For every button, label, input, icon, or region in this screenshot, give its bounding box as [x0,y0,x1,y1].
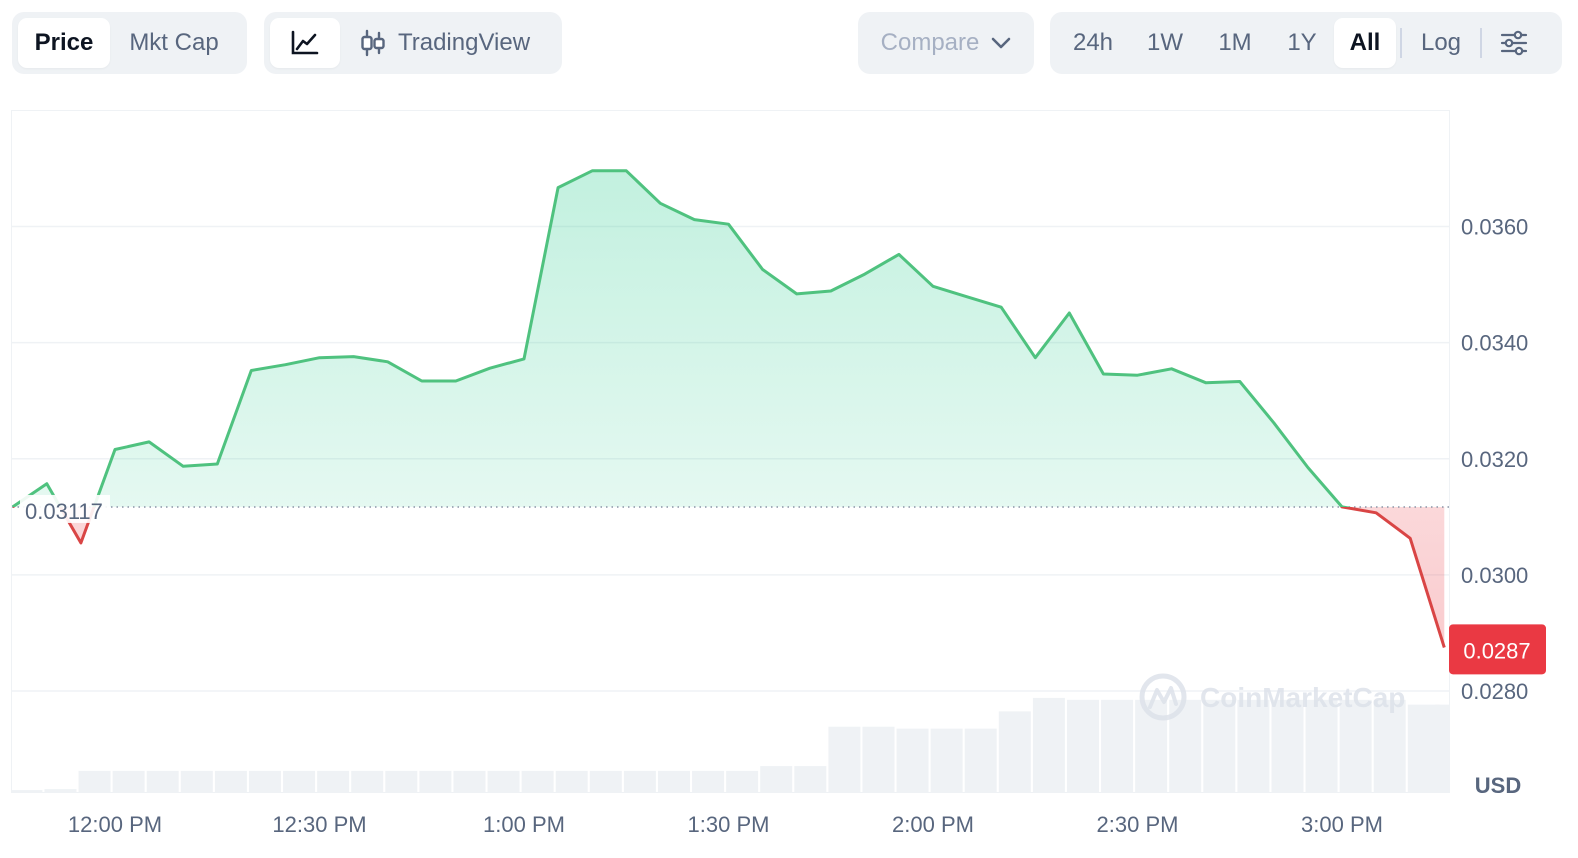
volume-bar [896,728,929,792]
volume-bar [146,770,179,792]
price-line-up [11,169,1352,507]
divider [1400,28,1402,58]
range-1w[interactable]: 1W [1147,29,1183,56]
log-toggle[interactable]: Log [1420,29,1462,56]
tradingview-button[interactable]: TradingView [340,18,550,68]
range-1y[interactable]: 1Y [1287,29,1317,56]
volume-bar [12,790,43,792]
volume-bar [248,770,281,792]
y-tick-label: 0.0340 [1461,331,1528,356]
volume-bar [1407,704,1440,792]
volume-bar [1271,699,1304,792]
chart-frame [11,110,1450,793]
volume-bar [964,728,997,792]
volume-bar [692,770,725,792]
x-tick-label: 3:00 PM [1301,812,1383,837]
volume-bar [1435,704,1449,792]
volume-bar [283,770,316,792]
chart-settings-button[interactable] [1486,18,1542,68]
volume-bar [1066,699,1099,792]
volume-bar [1032,697,1065,792]
current-price-text: 0.0287 [1463,638,1530,663]
tab-price[interactable]: Price [18,18,110,68]
volume-bar [589,770,622,792]
volume-bar [44,789,77,792]
range-24h[interactable]: 24h [1072,29,1114,56]
y-tick-label: 0.0300 [1461,563,1528,588]
y-tick-label: 0.0360 [1461,215,1528,240]
volume-bar [385,770,418,792]
view-tabs: TradingView [264,12,562,74]
coinmarketcap-logo-icon [1139,673,1187,721]
volume-bar [112,770,145,792]
x-tick-label: 2:00 PM [892,812,974,837]
sliders-icon [1500,30,1528,56]
volume-bar [453,770,486,792]
x-axis: 12:00 PM 12:30 PM 1:00 PM 1:30 PM 2:00 PM 2:3… [68,812,1383,837]
volume-bar [1237,699,1270,792]
y-axis: 0.0280 0.0300 0.0320 0.0340 0.0360 [1461,215,1528,704]
watermark-text: CoinMarketCap [1200,682,1405,713]
line-chart-icon [290,30,320,56]
x-tick-label: 12:00 PM [68,812,162,837]
reference-price-label: 0.03117 [20,494,110,524]
x-tick-label: 12:30 PM [272,812,366,837]
volume-bars [12,697,1449,792]
volume-bar [998,711,1031,792]
volume-bar [930,728,963,792]
tab-market-cap[interactable]: Mkt Cap [129,29,219,56]
volume-bar [180,770,213,792]
volume-bar [1339,699,1372,792]
reference-price-text: 0.03117 [25,499,103,524]
volume-bar [1101,699,1134,792]
volume-bar [657,770,690,792]
volume-bar [78,770,111,792]
x-tick-label: 1:30 PM [688,812,770,837]
volume-bar [623,770,656,792]
line-chart-button[interactable] [270,18,340,68]
volume-bar [214,770,247,792]
volume-bar [1305,699,1338,792]
volume-bar [862,726,895,792]
range-all[interactable]: All [1334,18,1396,68]
y-tick-label: 0.0280 [1461,679,1528,704]
currency-label: USD [1475,773,1521,798]
volume-bar [555,770,588,792]
volume-bar [760,766,793,792]
current-price-badge: 0.0287 [1449,624,1546,675]
chevron-down-icon [991,37,1011,49]
volume-bar [1373,699,1406,792]
x-tick-label: 1:00 PM [483,812,565,837]
volume-bar [794,766,827,792]
volume-bar [1203,699,1236,792]
volume-bar [317,770,350,792]
range-1m[interactable]: 1M [1218,29,1252,56]
metric-tabs: Price Mkt Cap [12,12,247,74]
y-tick-label: 0.0320 [1461,447,1528,472]
volume-bar [726,770,759,792]
compare-dropdown[interactable]: Compare [858,12,1034,74]
compare-label: Compare [880,29,980,56]
price-area-above [12,170,1445,507]
range-tabs: 24h 1W 1M 1Y All Log [1050,12,1562,74]
watermark: CoinMarketCap [1139,673,1405,721]
volume-bar [521,770,554,792]
candlestick-icon [360,29,386,57]
tradingview-label: TradingView [397,29,531,56]
x-tick-label: 2:30 PM [1097,812,1179,837]
volume-bar [419,770,452,792]
divider [1480,28,1482,58]
volume-bar [828,726,861,792]
volume-bar [351,770,384,792]
volume-bar [487,770,520,792]
